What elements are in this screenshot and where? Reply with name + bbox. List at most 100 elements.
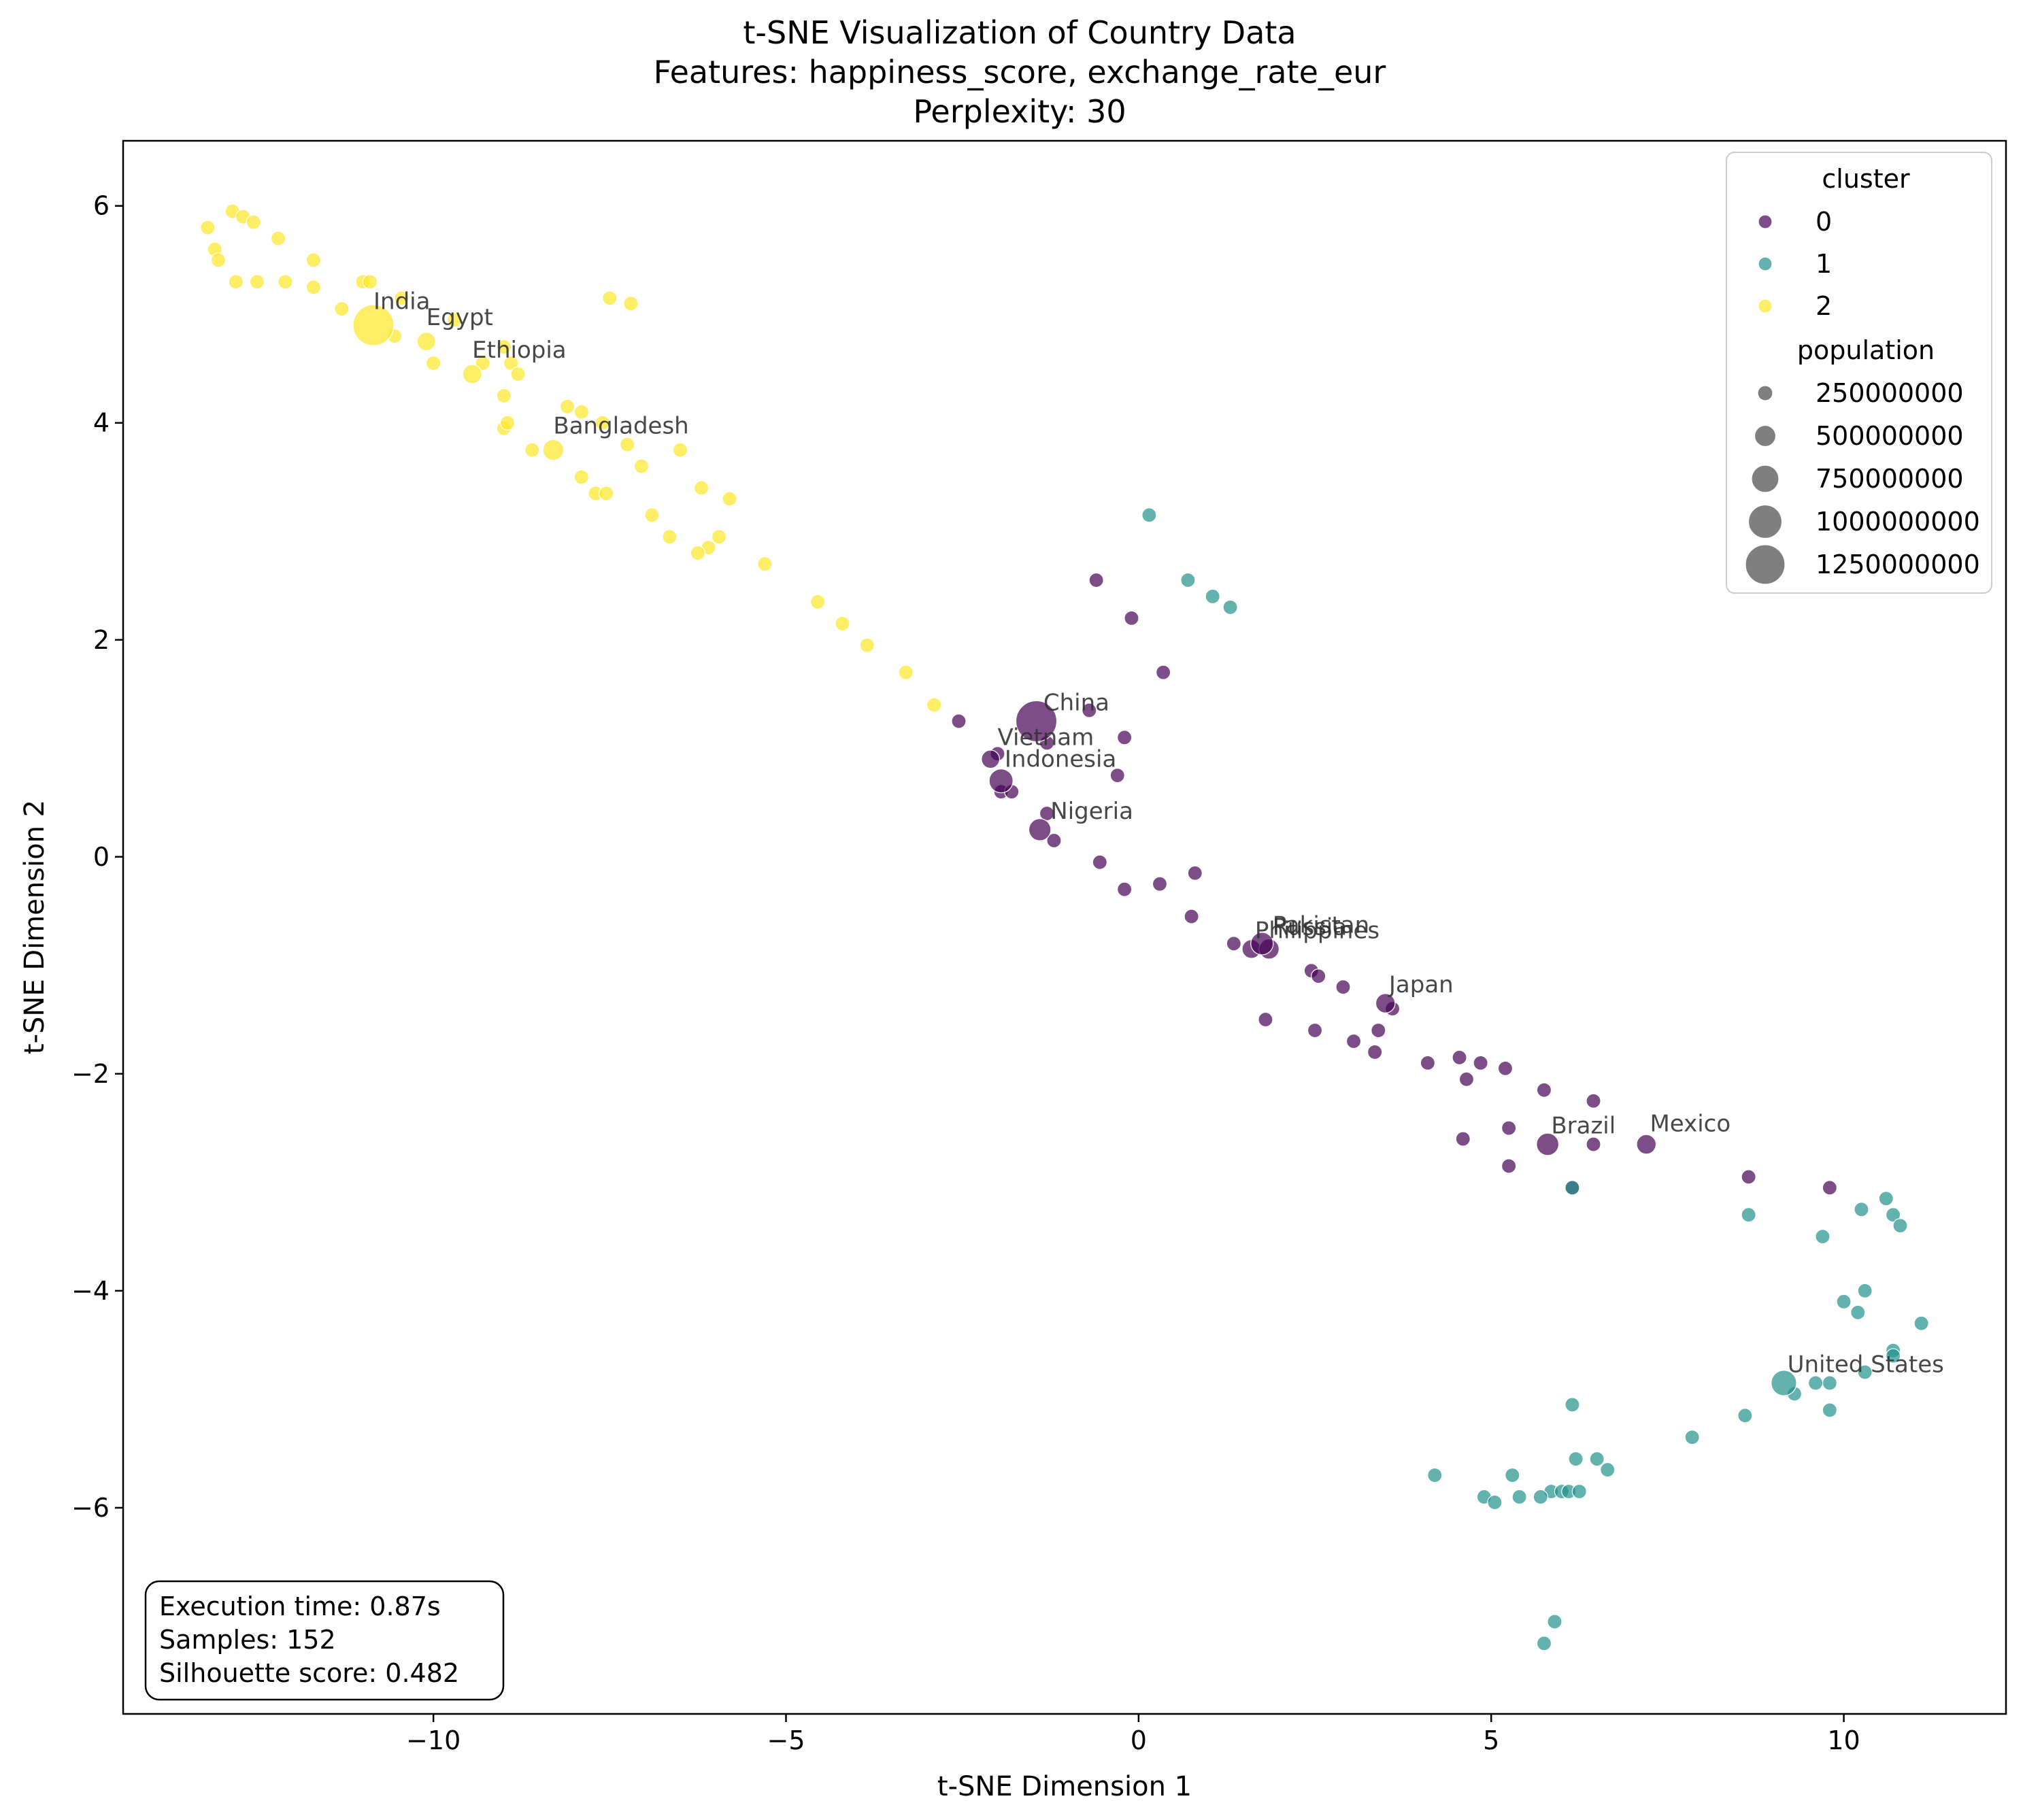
data-point-cluster-0 bbox=[951, 713, 967, 729]
data-point-japan bbox=[1375, 993, 1396, 1013]
annotation-russia: Russia bbox=[1273, 914, 1347, 941]
data-point-cluster-2 bbox=[599, 486, 614, 501]
legend-size-marker bbox=[1754, 424, 1777, 448]
data-point-cluster-1 bbox=[1737, 1408, 1753, 1423]
stats-execution-time: Execution time: 0.87s bbox=[159, 1591, 441, 1621]
y-tick-label: 0 bbox=[93, 842, 110, 872]
legend-cluster-label: 1 bbox=[1816, 249, 1832, 279]
data-point-pakistan bbox=[1250, 932, 1274, 956]
legend-cluster-marker bbox=[1758, 299, 1773, 314]
data-point-cluster-1 bbox=[1533, 1489, 1548, 1505]
data-point-cluster-0 bbox=[1109, 768, 1125, 783]
data-point-cluster-1 bbox=[1571, 1483, 1587, 1500]
annotation-pakistan: Pakistan bbox=[1273, 911, 1369, 939]
x-tick-label: −10 bbox=[406, 1725, 461, 1755]
annotation-nigeria: Nigeria bbox=[1050, 798, 1133, 825]
data-point-cluster-2 bbox=[672, 442, 688, 458]
data-point-cluster-0 bbox=[1082, 703, 1097, 718]
data-point-cluster-1 bbox=[1741, 1207, 1756, 1223]
data-point-cluster-1 bbox=[1222, 599, 1238, 616]
data-point-cluster-2 bbox=[210, 252, 227, 268]
annotation-philippines: Philippines bbox=[1255, 917, 1379, 944]
legend-cluster-label: 2 bbox=[1816, 291, 1832, 321]
data-point-cluster-1 bbox=[1815, 1229, 1830, 1245]
data-point-cluster-1 bbox=[1878, 1191, 1894, 1207]
plot-frame bbox=[122, 139, 2007, 1715]
data-point-cluster-0 bbox=[1307, 1022, 1323, 1039]
stats-samples: Samples: 152 bbox=[159, 1625, 336, 1655]
data-point-cluster-1 bbox=[1886, 1348, 1901, 1364]
y-tick-label: 2 bbox=[93, 625, 110, 655]
data-point-cluster-0 bbox=[1501, 1120, 1517, 1136]
data-point-cluster-2 bbox=[602, 290, 618, 306]
data-point-cluster-2 bbox=[595, 415, 611, 431]
y-tick-label: 4 bbox=[93, 408, 110, 438]
data-point-cluster-2 bbox=[623, 296, 639, 311]
data-point-cluster-1 bbox=[1850, 1304, 1866, 1320]
data-point-cluster-2 bbox=[620, 437, 635, 452]
data-point-cluster-2 bbox=[644, 507, 660, 523]
data-point-cluster-0 bbox=[1371, 1022, 1386, 1039]
data-point-cluster-0 bbox=[1046, 832, 1062, 848]
y-tick-label: −6 bbox=[71, 1493, 110, 1523]
annotation-united-states: United States bbox=[1788, 1351, 1944, 1379]
legend-cluster-title: cluster bbox=[1822, 164, 1910, 194]
data-point-egypt bbox=[416, 332, 436, 352]
data-point-cluster-0 bbox=[1822, 1180, 1837, 1196]
data-point-cluster-0 bbox=[1088, 572, 1104, 588]
data-point-cluster-2 bbox=[496, 339, 512, 355]
data-point-cluster-2 bbox=[560, 399, 575, 414]
data-point-cluster-2 bbox=[662, 529, 678, 545]
data-point-cluster-2 bbox=[859, 637, 875, 653]
data-point-cluster-2 bbox=[573, 404, 589, 420]
legend-size-label: 750000000 bbox=[1816, 464, 1964, 494]
data-point-cluster-1 bbox=[1807, 1375, 1824, 1391]
legend-size-label: 1000000000 bbox=[1816, 507, 1980, 537]
annotation-india: India bbox=[373, 288, 430, 315]
legend-items: cluster 0 1 2 population 250000000 500000000 75… bbox=[1745, 164, 1980, 585]
data-point-cluster-0 bbox=[1335, 979, 1351, 995]
data-point-cluster-2 bbox=[305, 252, 322, 268]
x-tick-label: 5 bbox=[1483, 1725, 1499, 1755]
annotation-ethiopia: Ethiopia bbox=[472, 337, 566, 364]
data-point-cluster-1 bbox=[1854, 1202, 1869, 1217]
data-point-cluster-2 bbox=[722, 491, 737, 507]
data-point-cluster-0 bbox=[1258, 1011, 1273, 1028]
y-tick-label: −4 bbox=[71, 1276, 110, 1306]
data-point-cluster-1 bbox=[1565, 1180, 1580, 1196]
legend-cluster-label: 0 bbox=[1816, 207, 1832, 237]
annotation-bangladesh: Bangladesh bbox=[553, 413, 688, 440]
legend-size-label: 500000000 bbox=[1816, 421, 1964, 451]
data-point-cluster-1 bbox=[1565, 1397, 1580, 1413]
legend: cluster 0 1 2 population 250000000 500000000 75… bbox=[1726, 152, 1992, 594]
data-point-cluster-2 bbox=[693, 480, 709, 496]
data-point-cluster-2 bbox=[711, 529, 727, 545]
stats-box-frame bbox=[144, 1580, 505, 1701]
data-point-cluster-0 bbox=[1586, 1136, 1601, 1152]
data-point-cluster-0 bbox=[1420, 1055, 1436, 1071]
data-point-cluster-1 bbox=[1547, 1614, 1562, 1630]
data-point-cluster-1 bbox=[1511, 1489, 1527, 1505]
data-point-mexico bbox=[1636, 1134, 1657, 1155]
data-point-cluster-2 bbox=[394, 290, 409, 306]
data-point-cluster-1 bbox=[1141, 507, 1157, 523]
data-point-cluster-0 bbox=[1345, 1033, 1362, 1049]
data-point-united-states bbox=[1771, 1370, 1797, 1396]
data-point-nigeria bbox=[1028, 818, 1052, 841]
legend-size-label: 1250000000 bbox=[1816, 550, 1980, 579]
data-point-indonesia bbox=[988, 769, 1014, 794]
chart-subtitle-perplexity: Perplexity: 30 bbox=[913, 93, 1126, 130]
data-point-cluster-0 bbox=[1117, 730, 1133, 745]
data-point-cluster-2 bbox=[757, 556, 773, 572]
data-point-cluster-0 bbox=[1311, 968, 1326, 984]
y-tick-label: 6 bbox=[93, 191, 110, 221]
data-point-cluster-2 bbox=[898, 664, 914, 680]
data-point-cluster-2 bbox=[690, 545, 706, 561]
data-point-cluster-2 bbox=[362, 274, 378, 290]
data-point-cluster-1 bbox=[1427, 1467, 1443, 1483]
annotation-vietnam: Vietnam bbox=[998, 724, 1094, 752]
annotation-indonesia: Indonesia bbox=[1005, 745, 1116, 773]
legend-size-marker bbox=[1757, 385, 1773, 401]
data-point-cluster-2 bbox=[270, 231, 286, 246]
